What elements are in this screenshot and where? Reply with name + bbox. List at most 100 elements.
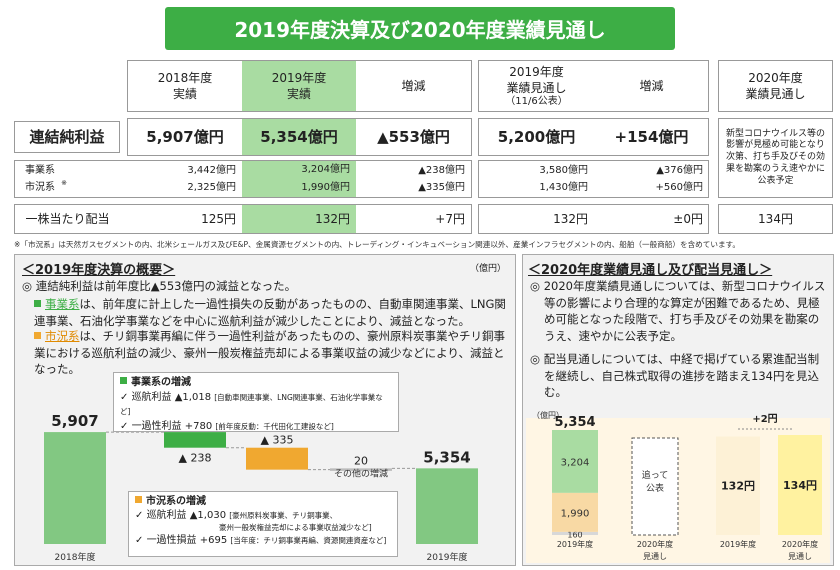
biz-l1n: [自動車関連事業、LNG関連事業、石油化学事業など] [120,392,383,417]
orange-square-icon [34,332,41,339]
mkt-box-title-text: 市況系の増減 [146,496,206,507]
market-label: 市況系 [25,182,55,194]
header-fc2019: 2019年度 業績見通し [506,64,567,95]
mkt-l2n: [当年度：チリ銅事業再編、資源関連資産など] [230,535,387,545]
dividend-label: 一株当たり配当 [25,211,110,226]
stacked-value-事業系: 3,204 [561,457,590,468]
net-income-diff2: +154億円 [614,127,689,146]
business-fc2019: 3,580億円 [539,165,588,177]
mkt-l2: 一過性損益 +695 [146,534,228,546]
p1-text: 2020年度業績見通しについては、新型コロナウイルス等の影響により合理的な算定が… [543,279,826,344]
net-income-actual: 5,907億円 5,354億円 ▲553億円 [127,118,472,156]
stacked-value-その他: 160 [567,530,582,539]
page-title: 2019年度決算及び2020年度業績見通し [165,7,675,50]
p2-text: 配当見通しについては、中経で掲げている累進配当制を継続し、自己株式取得の進捗を踏… [543,352,820,400]
business-change-box: 事業系の増減 ✓ 巡航利益 ▲1,018 [自動車関連事業、LNG関連事業、石油… [113,372,399,432]
dividend-bar-0 [716,436,760,535]
header-group-actual: 2018年度 実績 2019年度 実績 増減 [127,60,472,112]
biz-l1: 巡航利益 ▲1,018 [131,391,212,403]
waterfall-value-label-4: 5,354 [423,448,470,466]
circle-bullet-icon: ◎ [530,279,544,293]
business-change-line2: ✓ 一過性利益 +780 [前年度反動：千代田化工建設など] [120,420,392,435]
dividend-bar-label-0: 132円 [721,480,755,493]
net-income-2019: 5,354億円 [242,119,356,155]
fc2020-note-box: 新型コロナウイルス等の影響が見極め可能となり次第、打ち手及びその効果を勘案のうえ… [718,118,833,198]
market-change-line2: ✓ 一過性損益 +695 [当年度：チリ銅事業再編、資源関連資産など] [135,534,391,548]
net-income-label: 連結純利益 [29,127,105,146]
market-fc2019: 1,430億円 [539,182,588,194]
waterfall-value-label-0: 5,907 [51,412,98,430]
business-change-line1: ✓ 巡航利益 ▲1,018 [自動車関連事業、LNG関連事業、石油化学事業など] [120,391,392,420]
market-2018: 2,325億円 [187,182,236,194]
dividend-row-forecast: 132円 ±0円 [478,204,709,234]
circle-bullet-icon: ◎ [22,279,36,293]
header-fc2020: 2020年度 業績見通し [745,70,806,101]
waterfall-bar-4 [416,468,478,544]
orange-square-icon [135,496,142,503]
segment-rows: 事業系 市況系 ※ 3,442億円 2,325億円 3,204億円 1,990億… [14,160,472,198]
business-diff: ▲238億円 [418,165,465,177]
market-diff: ▲335億円 [418,182,465,194]
dividend-row: 一株当たり配当 125円 132円 +7円 [14,204,472,234]
business-diff2: ▲376億円 [656,165,703,177]
dividend-2018: 125円 [201,211,236,226]
market-2019: 1,990億円 [301,182,350,194]
waterfall-value-label-3: 20 [354,454,368,467]
fc2020-note: 新型コロナウイルス等の影響が見極め可能となり次第、打ち手及びその効果を勘案のうえ… [725,128,825,186]
waterfall-bar-0 [44,432,106,544]
forecast-pending-text-0: 追って [642,469,669,481]
net-income-fc2019: 5,200億円 [497,127,576,146]
header-diff2: 増減 [639,78,664,93]
stacked-unit: （億円） [532,410,564,420]
footnote: ※「市況系」は天然ガスセグメントの内、北米シェールガス及びE&P、金属資源セグメ… [14,240,740,249]
header-diff: 増減 [401,78,426,93]
waterfall-value-label-1: ▲ 238 [179,452,212,465]
forecast-pending-box [631,437,679,536]
dividend-delta-label: +2円 [752,413,777,425]
bullet1-text: は、前年度に計上した一過性損失の反動があったものの、自動車関連事業、LNG関連事… [34,297,506,328]
left-section-title: ＜2019年度決算の概要＞ [22,263,176,278]
waterfall-bar-1 [164,432,226,448]
left-bullet1: 事業系は、前年度に計上した一過性損失の反動があったものの、自動車関連事業、LNG… [34,296,510,329]
green-square-icon [34,300,41,307]
left-summary: ◎ 連結純利益は前年度比▲553億円の減益となった。 [22,278,507,295]
bullet1-head: 事業系 [45,297,80,311]
bullet2-head: 市況系 [45,329,80,343]
waterfall-annotation: その他の増減 [334,467,388,479]
left-unit: （億円） [470,264,507,274]
dividend-2020-box: 134円 [718,204,833,234]
waterfall-category-0: 2018年度 [55,551,96,563]
market-change-line1: ✓ 巡航利益 ▲1,030 [豪州原料炭事業、チリ銅事業、 [135,509,391,523]
market-diff2: +560億円 [655,182,703,194]
stacked-value-市況系: 1,990 [561,508,590,519]
stacked-bar-その他 [552,531,598,535]
green-square-icon [120,377,127,384]
segment-rows-forecast: 3,580億円 1,430億円 ▲376億円 +560億円 [478,160,709,198]
dividend-category-1-0: 2020年度 [782,539,818,549]
stacked-category-1-0: 2020年度 [637,539,673,549]
left-bullet2: 市況系は、チリ銅事業再編に伴う一過性利益があったものの、豪州原料炭事業やチリ銅事… [34,328,510,378]
waterfall-chart: 5,907 2018年度 ▲ 238 ▲ 335 20 5,354 2019年度 その他の増減 [44,412,478,563]
market-change-box: 市況系の増減 ✓ 巡航利益 ▲1,030 [豪州原料炭事業、チリ銅事業、 豪州一… [128,491,398,557]
check-icon: ✓ [120,391,132,403]
net-income-diff: ▲553億円 [377,127,450,146]
dividend-fc2020: 134円 [758,211,793,226]
business-label: 事業系 [25,165,55,177]
circle-bullet-icon: ◎ [530,352,544,366]
market-footnote-mark: ※ [61,179,67,188]
mkt-l1: 巡航利益 ▲1,030 [146,510,227,521]
header-group-forecast: 2019年度 業績見通し （11/6公表） 増減 [478,60,709,112]
dividend-category-1-1: 見通し [788,551,812,561]
biz-l2n: [前年度反動：千代田化工建設など] [215,421,334,431]
waterfall-category-4: 2019年度 [427,551,468,563]
dividend-fc2019: 132円 [553,211,588,226]
stacked-bar-事業系 [552,430,598,493]
check-icon: ✓ [135,510,147,521]
header-fc-date: （11/6公表） [505,96,568,108]
bullet2-text: は、チリ銅事業再編に伴う一過性利益があったものの、豪州原料炭事業やチリ銅事業にお… [34,329,505,377]
summary-text: 連結純利益は前年度比▲553億円の減益となった。 [35,279,297,293]
stacked-category-0-0: 2019年度 [557,539,593,549]
dividend-2019: 132円 [242,205,356,233]
net-income-forecast: 5,200億円 +154億円 [478,118,709,156]
